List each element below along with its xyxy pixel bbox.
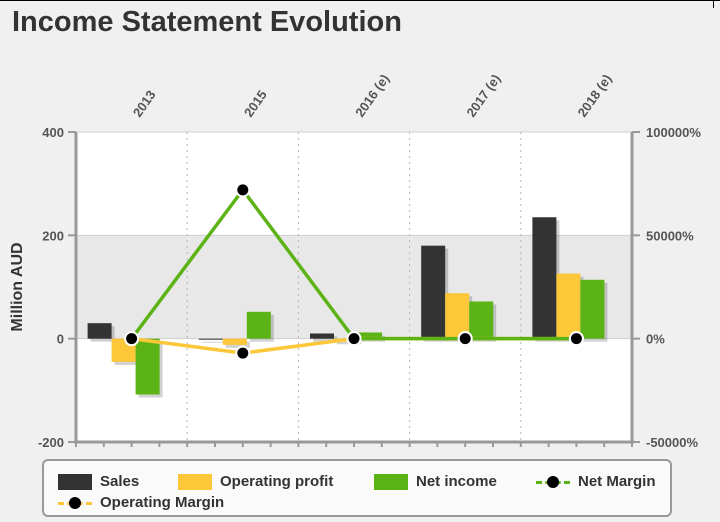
point-operating-margin [237,347,249,359]
operating-profit-swatch [178,473,212,490]
bar-sales [87,323,112,339]
point-net-margin [237,184,249,196]
bar-operating-profit [556,273,581,339]
legend-label-sales: Sales [100,473,140,490]
bar-shadow [313,336,337,342]
legend-item-net-income[interactable]: Net income [374,473,497,490]
operating-margin-swatch [58,495,92,511]
legend-label-operating-profit: Operating profit [220,473,334,490]
bar-net-income [469,301,494,339]
bar-net-income [358,332,382,339]
legend-item-operating-margin[interactable]: Operating Margin [58,494,224,511]
category-label: 2013 [130,87,159,119]
chart-title: Income Statement Evolution [12,6,402,38]
category-label: 2018 (e) [575,71,615,119]
sales-swatch [58,473,92,490]
category-label: 2015 [241,87,270,119]
bar-operating-profit [445,293,470,339]
bar-sales [532,217,557,339]
legend-item-net-margin[interactable]: Net Margin [536,473,656,490]
category-label: 2017 (e) [463,71,503,119]
legend: Sales Operating profit Net income Net Ma… [42,459,672,517]
point-net-margin [126,333,138,345]
y-tick-label: 400 [42,125,64,140]
bar-sales [310,333,334,339]
legend-item-sales[interactable]: Sales [58,473,139,490]
y2-tick-label: 50000% [646,228,694,243]
bar-operating-profit [222,338,247,345]
legend-label-operating-margin: Operating Margin [100,494,225,511]
top-border [0,0,720,8]
y2-tick-label: 0% [646,332,665,347]
bar-sales [421,245,446,339]
bar-net-income [135,338,160,395]
bar-shadow [201,341,226,343]
y2-tick-label: -50000% [646,435,698,450]
point-net-margin [570,333,582,345]
y-tick-label: 200 [42,228,64,243]
point-net-margin [459,333,471,345]
category-label: 2016 (e) [352,71,392,119]
net-margin-swatch [536,474,570,490]
y2-tick-label: 100000% [646,125,701,140]
legend-item-operating-profit[interactable]: Operating profit [178,473,333,490]
bar-net-income [246,311,271,339]
bar-net-income [580,279,605,339]
bar-sales [198,338,223,340]
y-axis-title: Million AUD [9,242,26,331]
legend-label-net-income: Net income [416,473,497,490]
point-net-margin [348,333,360,345]
legend-label-net-margin: Net Margin [578,473,656,490]
net-income-swatch [374,473,408,490]
y-tick-label: -200 [38,435,64,450]
y-tick-label: 0 [57,332,64,347]
